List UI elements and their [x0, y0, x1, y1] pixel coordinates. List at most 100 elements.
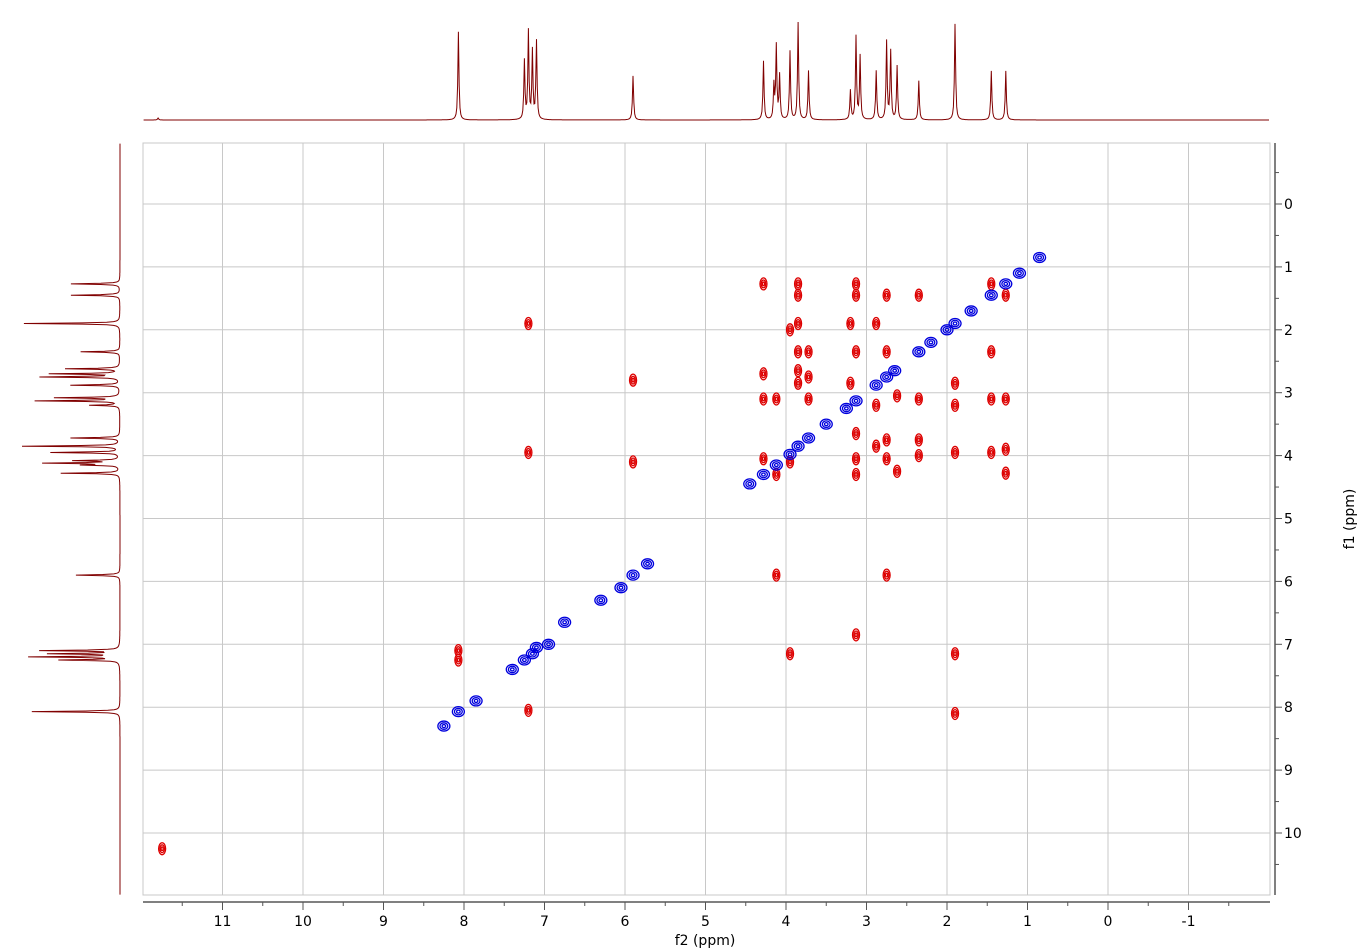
- diagonal-peak: [964, 305, 978, 317]
- contour-ring: [771, 461, 781, 469]
- cross-peak: [157, 842, 167, 856]
- cross-peak: [454, 653, 463, 667]
- contour-ring: [944, 327, 950, 332]
- contour-ring: [854, 281, 858, 287]
- contour-ring: [892, 464, 902, 478]
- contour-ring: [773, 394, 780, 404]
- diagonal-peak: [769, 459, 783, 471]
- contour-ring: [882, 288, 891, 302]
- contour-ring: [773, 462, 779, 468]
- cross-peak: [846, 376, 855, 390]
- cross-peak: [950, 376, 960, 390]
- contour-ring: [884, 349, 889, 355]
- contour-ring: [761, 281, 766, 287]
- contour-ring: [984, 289, 998, 301]
- contour-ring: [525, 705, 532, 715]
- contour-ring: [795, 318, 801, 329]
- contour-ring: [823, 421, 829, 427]
- cross-peak: [793, 277, 803, 291]
- contour-ring: [806, 374, 811, 380]
- contour-ring: [874, 443, 878, 449]
- cross-peak: [882, 288, 891, 302]
- contour-ring: [914, 392, 923, 406]
- contour-ring: [519, 656, 529, 664]
- contour-ring: [628, 373, 638, 387]
- contour-ring: [953, 711, 957, 716]
- contour-ring: [562, 620, 568, 625]
- cross-peak: [914, 448, 923, 463]
- cross-peak: [793, 364, 803, 378]
- cross-peak: [628, 455, 638, 469]
- contour-ring: [159, 844, 166, 854]
- x-tick-label: 9: [379, 914, 388, 930]
- contour-ring: [952, 321, 958, 326]
- y-ticks: 0 1 2 3 4 5 6 7 8 9 10: [1275, 172, 1302, 865]
- contour-ring: [795, 378, 801, 388]
- contour-ring: [851, 628, 861, 642]
- contour-ring: [157, 842, 167, 856]
- cross-peak: [772, 568, 781, 582]
- cross-peak: [772, 392, 781, 406]
- contour-ring: [795, 444, 801, 449]
- contour-ring: [795, 290, 801, 300]
- contour-ring: [160, 846, 164, 852]
- y-tick-label: 8: [1284, 700, 1293, 716]
- cross-peak: [950, 647, 960, 661]
- contour-ring: [882, 433, 891, 447]
- contour-ring: [630, 457, 636, 467]
- contour-ring: [793, 316, 803, 331]
- contour-ring: [914, 448, 923, 463]
- contour-ring: [950, 376, 960, 390]
- diagonal-peak: [801, 432, 816, 444]
- contour-ring: [988, 347, 995, 357]
- plot-frame: [142, 142, 1271, 896]
- contour-ring: [1004, 396, 1008, 402]
- contour-ring: [505, 663, 519, 676]
- contour-ring: [616, 583, 626, 592]
- cross-peak: [851, 467, 861, 482]
- contour-ring: [796, 321, 800, 326]
- contour-ring: [950, 398, 960, 412]
- contour-ring: [473, 698, 479, 704]
- contour-ring: [854, 431, 858, 437]
- contour-ring: [819, 418, 833, 430]
- x-tick-label: 8: [460, 914, 469, 930]
- contour-ring: [507, 665, 517, 674]
- contour-ring: [989, 450, 993, 455]
- contour-ring: [968, 308, 974, 314]
- contour-ring: [796, 281, 800, 287]
- contour-ring: [796, 380, 800, 386]
- diagonal-peak: [912, 346, 926, 358]
- cross-peak: [882, 433, 891, 447]
- contour-ring: [952, 708, 958, 719]
- contour-ring: [524, 316, 533, 331]
- grid: [143, 143, 1270, 895]
- contour-ring: [455, 655, 462, 665]
- diagonal-peak: [999, 278, 1013, 290]
- contour-ring: [787, 325, 793, 335]
- contour-ring: [534, 645, 539, 650]
- contour-ring: [847, 318, 854, 329]
- contour-ring: [456, 648, 461, 654]
- contour-ring: [614, 582, 628, 594]
- contour-ring: [853, 630, 859, 640]
- contour-ring: [883, 347, 890, 357]
- contour-ring: [952, 400, 958, 410]
- contour-ring: [952, 378, 958, 388]
- contour-ring: [851, 426, 861, 441]
- contour-ring: [759, 367, 768, 381]
- contours: [157, 251, 1047, 856]
- contour-ring: [873, 400, 880, 410]
- cross-peak: [524, 316, 533, 331]
- x-tick-label: 5: [701, 914, 710, 930]
- contour-ring: [883, 290, 890, 300]
- y-tick-label: 6: [1284, 574, 1293, 590]
- contour-ring: [873, 318, 880, 329]
- contour-ring: [761, 456, 766, 462]
- contour-ring: [759, 392, 768, 406]
- contour-ring: [793, 345, 803, 359]
- contour-ring: [645, 561, 650, 566]
- cross-peak: [1001, 466, 1010, 480]
- x-tick-label: 1: [1023, 914, 1032, 930]
- diagonal-peak: [924, 336, 938, 349]
